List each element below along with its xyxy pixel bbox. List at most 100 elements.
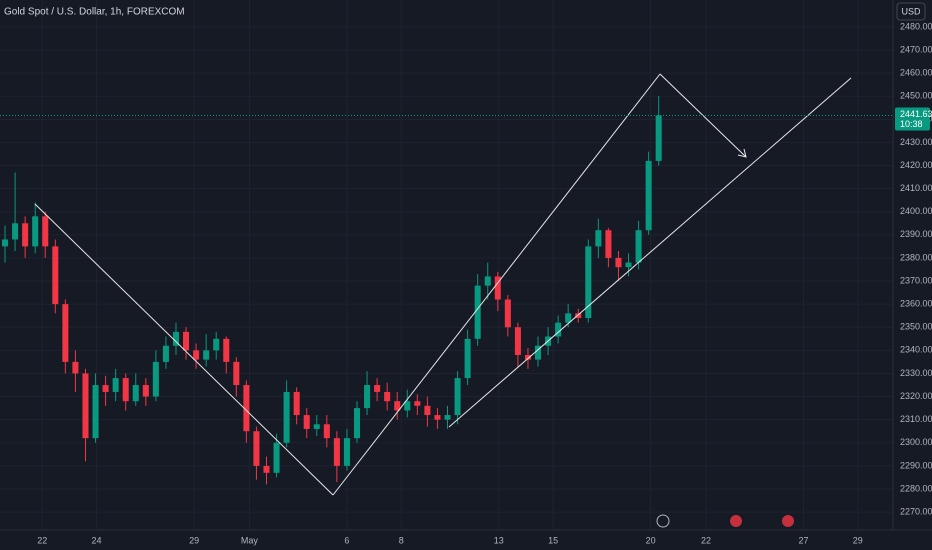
candle-body [92, 385, 99, 439]
candle-body [534, 345, 542, 360]
candle-body [424, 405, 431, 416]
x-tick-label: May [241, 535, 259, 545]
y-tick-label: 2350.00 [900, 322, 932, 332]
candle-body [585, 246, 592, 319]
candle-body [152, 361, 159, 397]
candle-body [565, 313, 572, 323]
y-tick-label: 2330.00 [900, 368, 932, 378]
candle-body [243, 385, 250, 432]
candle-body [484, 276, 491, 286]
y-tick-label: 2400.00 [900, 206, 932, 216]
candle-body [223, 338, 230, 362]
candle-body [323, 424, 330, 439]
candle-body [82, 373, 89, 439]
y-tick-label: 2390.00 [900, 229, 932, 239]
candle-body [213, 338, 220, 351]
arrow-head [737, 148, 747, 158]
y-tick-label: 2370.00 [900, 275, 932, 285]
candle-body [122, 378, 129, 402]
candle-body [52, 246, 59, 305]
candle-body [343, 438, 350, 466]
y-tick-label: 2470.00 [900, 44, 932, 54]
last-price-tag [895, 107, 930, 131]
x-tick-label: 8 [399, 535, 404, 545]
x-tick-label: 29 [853, 535, 863, 545]
chart-title: Gold Spot / U.S. Dollar, 1h, FOREXCOM [4, 7, 185, 18]
y-tick-label: 2270.00 [900, 506, 932, 516]
candle-body [374, 385, 381, 392]
candle-body [635, 230, 642, 263]
candle-body [384, 391, 391, 402]
x-tick-label: 22 [37, 535, 47, 545]
x-tick-label: 15 [548, 535, 558, 545]
candle-body [102, 385, 109, 392]
event-icon[interactable] [656, 514, 670, 528]
x-tick-label: 13 [494, 535, 504, 545]
candle-body [645, 160, 652, 231]
y-tick-label: 2310.00 [900, 414, 932, 424]
candle-body [273, 442, 280, 473]
y-tick-label: 2460.00 [900, 67, 932, 77]
x-tick-label: 22 [701, 535, 711, 545]
currency-label[interactable]: USD [901, 6, 921, 16]
candle-body [474, 285, 481, 339]
candle-body [112, 378, 119, 392]
candle-body [434, 415, 441, 420]
candle-body [293, 391, 300, 416]
y-tick-label: 2480.00 [900, 21, 932, 31]
candle-body [142, 385, 149, 397]
x-tick-label: 24 [92, 535, 102, 545]
y-tick-label: 2430.00 [900, 137, 932, 147]
y-tick-label: 2380.00 [900, 252, 932, 262]
candle-body [333, 438, 340, 466]
y-tick-label: 2290.00 [900, 460, 932, 470]
trend-line [332, 73, 661, 496]
candle-body [394, 401, 401, 411]
y-tick-label: 2410.00 [900, 183, 932, 193]
trend-line [448, 77, 852, 428]
candle-body [193, 350, 200, 360]
last-price-label: 2441.63 [900, 109, 932, 119]
trend-line [34, 203, 334, 496]
y-tick-label: 2300.00 [900, 437, 932, 447]
candle-body [2, 239, 9, 247]
candle-body [172, 331, 180, 346]
candle-body [22, 223, 29, 247]
candle-body [464, 338, 471, 379]
candle-body [615, 257, 622, 268]
candle-body [283, 391, 290, 443]
candle-body [414, 401, 421, 406]
x-tick-label: 27 [798, 535, 808, 545]
candle-body [605, 230, 612, 258]
candle-body [504, 299, 511, 328]
candles [2, 96, 662, 485]
candle-body [32, 216, 39, 247]
y-tick-label: 2340.00 [900, 345, 932, 355]
y-tick-label: 2420.00 [900, 160, 932, 170]
y-tick-label: 2280.00 [900, 483, 932, 493]
candle-body [524, 354, 531, 360]
candle-body [303, 415, 310, 429]
x-tick-label: 6 [344, 535, 349, 545]
currency-button[interactable] [896, 2, 926, 21]
candle-body [62, 304, 69, 362]
candle-body [364, 385, 371, 409]
event-icon[interactable] [782, 515, 794, 527]
event-icon[interactable] [730, 515, 742, 527]
candle-body [514, 327, 521, 355]
candle-body [203, 350, 210, 360]
candle-body [353, 408, 361, 439]
candle-body [595, 230, 602, 247]
candle-body [253, 431, 260, 466]
candle-body [454, 378, 461, 416]
candle-body [72, 361, 79, 374]
candle-body [313, 424, 320, 429]
y-tick-label: 2360.00 [900, 299, 932, 309]
y-tick-label: 2450.00 [900, 91, 932, 101]
x-tick-label: 29 [189, 535, 199, 545]
countdown-label: 10:38 [900, 119, 923, 129]
candle-body [444, 415, 451, 420]
candle-body [233, 361, 240, 386]
